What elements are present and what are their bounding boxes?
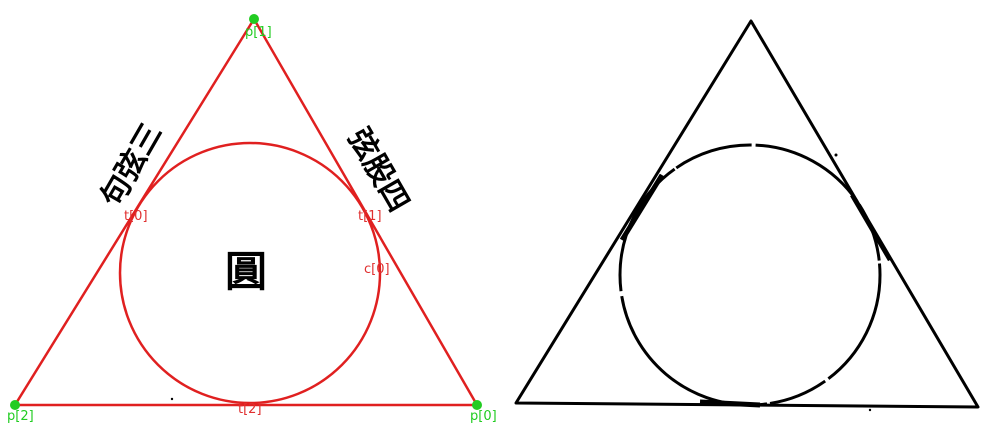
point-p2: [10, 400, 20, 410]
right-figure: [514, 19, 980, 412]
circle-c0-label: c[0]: [364, 262, 390, 277]
left-incircle: [118, 141, 382, 405]
center-inscription: 圓: [225, 247, 267, 296]
point-p1-label: p[1]: [245, 25, 272, 40]
point-p1: [249, 14, 259, 24]
point-p0-label: p[0]: [470, 409, 497, 424]
tangent-t2-label: t[2]: [238, 402, 262, 417]
left-triangle: [12, 16, 480, 407]
tangent-t1-label: t[1]: [358, 209, 382, 224]
right-incircle: [618, 143, 882, 407]
right-triangle: [514, 19, 980, 409]
right-speck-1: [834, 153, 838, 157]
right-speck-2: [868, 408, 872, 412]
left-figure: p[0] p[1] p[2] t[0] t[1] t[2] c[0] 圓 句弦三…: [7, 14, 497, 424]
point-p2-label: p[2]: [7, 409, 34, 424]
right-side-inscription: 弦股四: [341, 123, 416, 218]
tangent-t0-label: t[0]: [124, 209, 148, 224]
left-side-inscription: 句弦三: [94, 118, 169, 213]
point-p0: [472, 400, 482, 410]
stray-dot: [170, 397, 174, 401]
